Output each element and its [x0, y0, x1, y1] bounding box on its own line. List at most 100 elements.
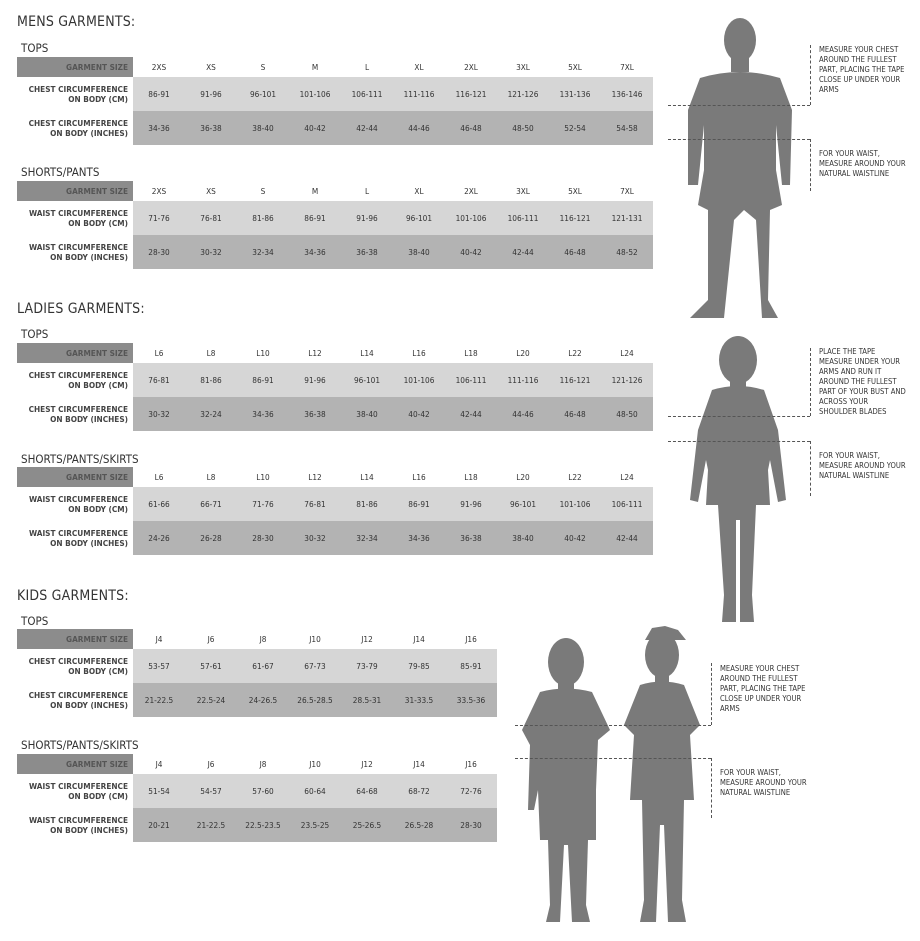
measurement-cell: 71-76	[133, 201, 185, 235]
size-header-cell: S	[260, 186, 266, 196]
measurement-cell: 22.5-23.5	[237, 808, 289, 842]
measurement-cell: 68-72	[393, 774, 445, 808]
measurement-cell: 52-54	[549, 111, 601, 145]
measurement-cell: 44-46	[497, 397, 549, 431]
measurement-cell: 48-50	[497, 111, 549, 145]
measurement-cell: 66-71	[185, 487, 237, 521]
kids-tops-table: GARMENT SIZE J4 J6 J8 J10 J12 J14 J16 CHEST CIRC…	[17, 629, 497, 717]
size-header-cell: 7XL	[620, 186, 634, 196]
ladies-waist-note: FOR YOUR WAIST, MEASURE AROUND YOUR NATU…	[819, 451, 906, 480]
measurement-cell: 121-126	[601, 363, 653, 397]
measurement-cell: 30-32	[289, 521, 341, 555]
size-header-cell: L22	[568, 348, 582, 358]
kids-waist-note-line	[711, 758, 712, 818]
size-header-cell: J6	[207, 759, 215, 769]
measurement-cell: 96-101	[393, 201, 445, 235]
kids-chest-note-line	[711, 663, 712, 725]
table-row: WAIST CIRCUMFERENCE ON BODY (INCHES) 20-2…	[17, 808, 497, 842]
measurement-cell: 91-96	[289, 363, 341, 397]
size-header-cell: 2XS	[151, 186, 167, 196]
measurement-cell: 42-44	[601, 521, 653, 555]
size-header-cell: 5XL	[568, 186, 582, 196]
measurement-cell: 136-146	[601, 77, 653, 111]
row-label: CHEST CIRCUMFERENCE ON BODY (INCHES)	[28, 404, 128, 424]
kids-tops-label: TOPS	[21, 614, 49, 628]
row-label: CHEST CIRCUMFERENCE ON BODY (CM)	[28, 84, 128, 104]
garment-size-header: GARMENT SIZE	[17, 629, 133, 649]
measurement-cell: 121-126	[497, 77, 549, 111]
garment-size-header: GARMENT SIZE	[17, 57, 133, 77]
measurement-cell: 42-44	[445, 397, 497, 431]
size-header-cell: L	[364, 186, 370, 196]
size-header-cell: L12	[308, 472, 322, 482]
garment-size-header: GARMENT SIZE	[17, 343, 133, 363]
measurement-cell: 36-38	[445, 521, 497, 555]
size-header-cell: L16	[412, 348, 426, 358]
measurement-cell: 106-111	[341, 77, 393, 111]
measurement-cell: 101-106	[445, 201, 497, 235]
mens-bottoms-label: SHORTS/PANTS	[21, 165, 100, 179]
measurement-cell: 116-121	[549, 363, 601, 397]
size-header-cell: J6	[207, 634, 215, 644]
measurement-cell: 51-54	[133, 774, 185, 808]
chest-measure-line	[668, 105, 810, 106]
table-row: CHEST CIRCUMFERENCE ON BODY (CM) 86-91 91-…	[17, 77, 653, 111]
size-header-cell: 2XS	[151, 62, 167, 72]
size-header-cell: J16	[465, 759, 477, 769]
size-header-cell: L6	[154, 472, 164, 482]
measurement-cell: 76-81	[133, 363, 185, 397]
size-header-cell: XS	[206, 62, 216, 72]
measurement-cell: 34-36	[393, 521, 445, 555]
ladies-waist-measure-line	[668, 441, 810, 442]
ladies-title: LADIES GARMENTS:	[17, 301, 145, 317]
measurement-cell: 32-34	[341, 521, 393, 555]
measurement-cell: 38-40	[341, 397, 393, 431]
measurement-cell: 106-111	[445, 363, 497, 397]
table-row: CHEST CIRCUMFERENCE ON BODY (CM) 76-81 81-…	[17, 363, 653, 397]
size-header-cell: J14	[413, 759, 425, 769]
measurement-cell: 76-81	[289, 487, 341, 521]
size-header-cell: 3XL	[516, 186, 530, 196]
measurement-cell: 40-42	[549, 521, 601, 555]
garment-size-header: GARMENT SIZE	[17, 467, 133, 487]
measurement-cell: 46-48	[445, 111, 497, 145]
measurement-cell: 34-36	[237, 397, 289, 431]
measurement-cell: 22.5-24	[185, 683, 237, 717]
measurement-cell: 24-26.5	[237, 683, 289, 717]
measurement-cell: 57-61	[185, 649, 237, 683]
row-label: CHEST CIRCUMFERENCE ON BODY (CM)	[28, 370, 128, 390]
kids-title: KIDS GARMENTS:	[17, 588, 129, 604]
size-header-cell: J8	[259, 759, 267, 769]
ladies-bust-note: PLACE THE TAPE MEASURE UNDER YOUR ARMS A…	[819, 347, 906, 416]
ladies-bottoms-label: SHORTS/PANTS/SKIRTS	[21, 452, 139, 466]
size-header-cell: 2XL	[464, 186, 478, 196]
measurement-cell: 46-48	[549, 235, 601, 269]
table-row: WAIST CIRCUMFERENCE ON BODY (CM) 71-76 76-…	[17, 201, 653, 235]
measurement-cell: 111-116	[497, 363, 549, 397]
measurement-cell: 28-30	[133, 235, 185, 269]
measurement-cell: 31-33.5	[393, 683, 445, 717]
measurement-cell: 116-121	[549, 201, 601, 235]
measurement-cell: 40-42	[393, 397, 445, 431]
measurement-cell: 101-106	[289, 77, 341, 111]
measurement-cell: 34-36	[289, 235, 341, 269]
measurement-cell: 40-42	[445, 235, 497, 269]
measurement-cell: 96-101	[497, 487, 549, 521]
measurement-cell: 48-50	[601, 397, 653, 431]
size-header-cell: XL	[414, 186, 424, 196]
table-row: CHEST CIRCUMFERENCE ON BODY (INCHES) 30-3…	[17, 397, 653, 431]
row-label: WAIST CIRCUMFERENCE ON BODY (INCHES)	[28, 815, 128, 835]
measurement-cell: 71-76	[237, 487, 289, 521]
size-header-cell: L10	[256, 348, 270, 358]
size-header-cell: J4	[155, 759, 163, 769]
measurement-cell: 21-22.5	[185, 808, 237, 842]
row-label: CHEST CIRCUMFERENCE ON BODY (INCHES)	[28, 118, 128, 138]
measurement-cell: 131-136	[549, 77, 601, 111]
measurement-cell: 26-28	[185, 521, 237, 555]
row-label: WAIST CIRCUMFERENCE ON BODY (INCHES)	[28, 242, 128, 262]
measurement-cell: 111-116	[393, 77, 445, 111]
size-header-cell: L8	[206, 472, 216, 482]
measurement-cell: 28-30	[445, 808, 497, 842]
measurement-cell: 54-57	[185, 774, 237, 808]
size-header-cell: J4	[155, 634, 163, 644]
